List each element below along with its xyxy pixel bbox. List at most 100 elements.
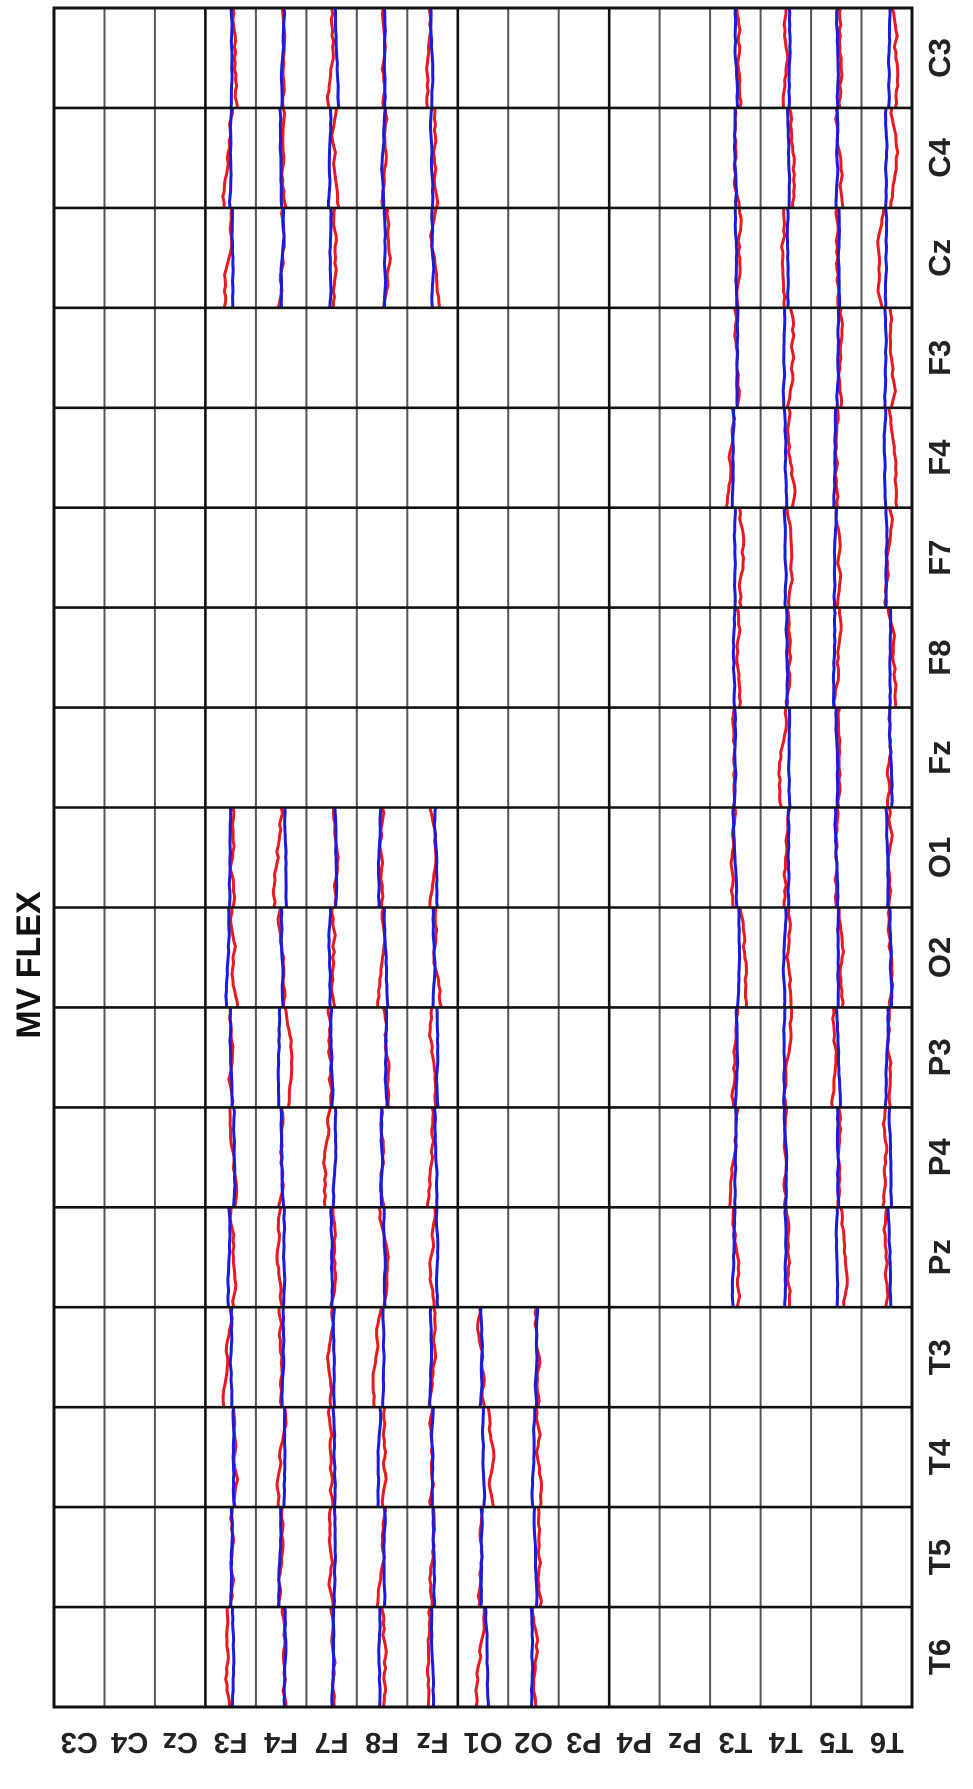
outer-channel-label: C3 — [922, 38, 957, 78]
trace-blue-C4-T4 — [786, 107, 792, 208]
trace-blue-P3-T5 — [835, 1007, 842, 1108]
trace-blue-P4-T4 — [782, 1107, 789, 1208]
trace-blue-Fz-T3 — [732, 707, 738, 808]
trace-red-O2-T4 — [785, 907, 793, 1008]
trace-red-Pz-F8 — [377, 1206, 390, 1308]
outer-channel-label: F4 — [922, 439, 957, 476]
inner-channel-label: F4 — [264, 1726, 298, 1758]
trace-red-P4-T6 — [881, 1107, 889, 1208]
trace-blue-F4-T3 — [730, 407, 736, 508]
trace-red-Fz-T4 — [777, 707, 788, 808]
trace-blue-T3-O1 — [478, 1307, 484, 1408]
trace-blue-C4-F3 — [228, 107, 234, 209]
trace-blue-T4-O1 — [481, 1407, 487, 1508]
trace-blue-P3-Fz — [434, 1007, 440, 1108]
trace-blue-T6-O2 — [529, 1606, 535, 1708]
outer-channel-label: F7 — [922, 540, 957, 576]
trace-blue-Cz-F4 — [279, 207, 286, 308]
trace-blue-F8-T6 — [888, 607, 893, 708]
trace-blue-F8-T4 — [784, 607, 790, 708]
trace-blue-O1-Fz — [432, 807, 439, 908]
inner-channel-label: T6 — [870, 1726, 904, 1758]
trace-red-T3-F8 — [371, 1306, 383, 1408]
trace-red-F7-T4 — [785, 507, 794, 608]
trace-red-Fz-T5 — [836, 707, 842, 808]
trace-blue-O1-F7 — [333, 807, 339, 908]
trace-blue-P4-F4 — [279, 1107, 286, 1208]
trace-blue-F3-T6 — [883, 307, 888, 408]
inner-channel-label: P3 — [566, 1726, 601, 1758]
trace-red-T5-F4 — [277, 1506, 285, 1608]
trace-blue-Fz-T5 — [834, 707, 840, 808]
trace-red-Pz-T4 — [784, 1207, 792, 1308]
trace-blue-T4-F3 — [231, 1407, 236, 1508]
trace-red-C4-F4 — [280, 107, 288, 209]
trace-red-T6-O2 — [531, 1607, 540, 1708]
trace-blue-T5-F3 — [229, 1507, 234, 1608]
trace-blue-Pz-T5 — [834, 1207, 840, 1308]
trace-blue-O2-T3 — [736, 907, 742, 1008]
trace-blue-O2-F3 — [224, 907, 231, 1008]
trace-red-O1-F4 — [271, 807, 284, 908]
trace-red-P4-Fz — [425, 1107, 435, 1208]
trace-blue-T3-F4 — [280, 1307, 286, 1408]
trace-blue-Cz-T5 — [836, 207, 842, 308]
trace-blue-Cz-F3 — [230, 207, 235, 308]
trace-red-Pz-F7 — [329, 1207, 337, 1308]
trace-blue-C4-F8 — [380, 107, 387, 208]
trace-blue-F7-T3 — [732, 507, 737, 608]
trace-blue-P3-T4 — [782, 1007, 787, 1108]
outer-channel-label: T6 — [922, 1639, 957, 1675]
trace-blue-C4-F4 — [278, 107, 284, 209]
trace-blue-C4-T5 — [834, 107, 840, 208]
trace-blue-F4-T6 — [882, 407, 888, 508]
trace-blue-T3-F3 — [228, 1307, 234, 1408]
trace-red-Pz-F4 — [275, 1206, 284, 1308]
trace-red-T6-F3 — [224, 1607, 231, 1708]
trace-red-O1-F3 — [228, 807, 237, 908]
trace-blue-P4-T3 — [733, 1107, 738, 1208]
trace-blue-O1-T5 — [833, 807, 840, 908]
trace-blue-Pz-F4 — [281, 1207, 287, 1308]
trace-red-F3-T5 — [837, 307, 844, 409]
outer-channel-label: T5 — [922, 1539, 957, 1575]
trace-blue-Cz-Fz — [430, 207, 436, 308]
trace-blue-O1-F8 — [376, 807, 383, 908]
labels-layer: C3 C4 Cz F3 F4 F7 F8 Fz O1 O2 P3 P4 Pz T3 T4 T5 T6 C3 C4 Cz… — [61, 38, 957, 1758]
trace-blue-T6-Fz — [429, 1606, 436, 1708]
trace-blue-Cz-F7 — [328, 207, 333, 308]
trace-red-O1-F8 — [378, 807, 386, 908]
trace-blue-O2-F7 — [327, 907, 333, 1008]
trace-red-P4-F7 — [322, 1107, 333, 1208]
trace-red-T6-Fz — [425, 1606, 432, 1708]
trace-red-C3-T4 — [781, 7, 790, 108]
trace-blue-T5-O1 — [479, 1506, 484, 1608]
trace-blue-P4-F7 — [331, 1107, 338, 1208]
trace-blue-T5-F8 — [382, 1506, 387, 1608]
trace-blue-T5-F7 — [332, 1507, 337, 1608]
trace-blue-P4-F8 — [379, 1107, 384, 1208]
trace-red-T5-O2 — [536, 1506, 543, 1608]
trace-blue-T3-F8 — [381, 1307, 386, 1408]
trace-blue-F7-T5 — [832, 507, 838, 608]
trace-red-Pz-T6 — [882, 1206, 890, 1308]
inner-channel-label: P4 — [617, 1726, 652, 1758]
trace-red-T6-O1 — [474, 1607, 486, 1708]
trace-red-T4-O2 — [534, 1406, 543, 1508]
trace-blue-T4-Fz — [430, 1407, 435, 1508]
trace-blue-P4-T6 — [887, 1107, 893, 1208]
trace-blue-P3-T3 — [733, 1007, 740, 1108]
trace-blue-O2-T5 — [836, 907, 840, 1008]
trace-red-Pz-T3 — [731, 1207, 742, 1308]
trace-red-C4-F7 — [330, 107, 341, 209]
outer-channel-label: T3 — [922, 1339, 957, 1375]
trace-blue-P4-Fz — [433, 1107, 439, 1208]
trace-blue-C3-T3 — [733, 7, 739, 108]
trace-blue-C3-F3 — [229, 7, 234, 109]
trace-blue-T5-Fz — [431, 1507, 437, 1608]
trace-blue-C4-Fz — [429, 107, 435, 209]
trace-blue-O1-F3 — [227, 807, 233, 908]
inner-channel-label: F8 — [365, 1726, 399, 1758]
